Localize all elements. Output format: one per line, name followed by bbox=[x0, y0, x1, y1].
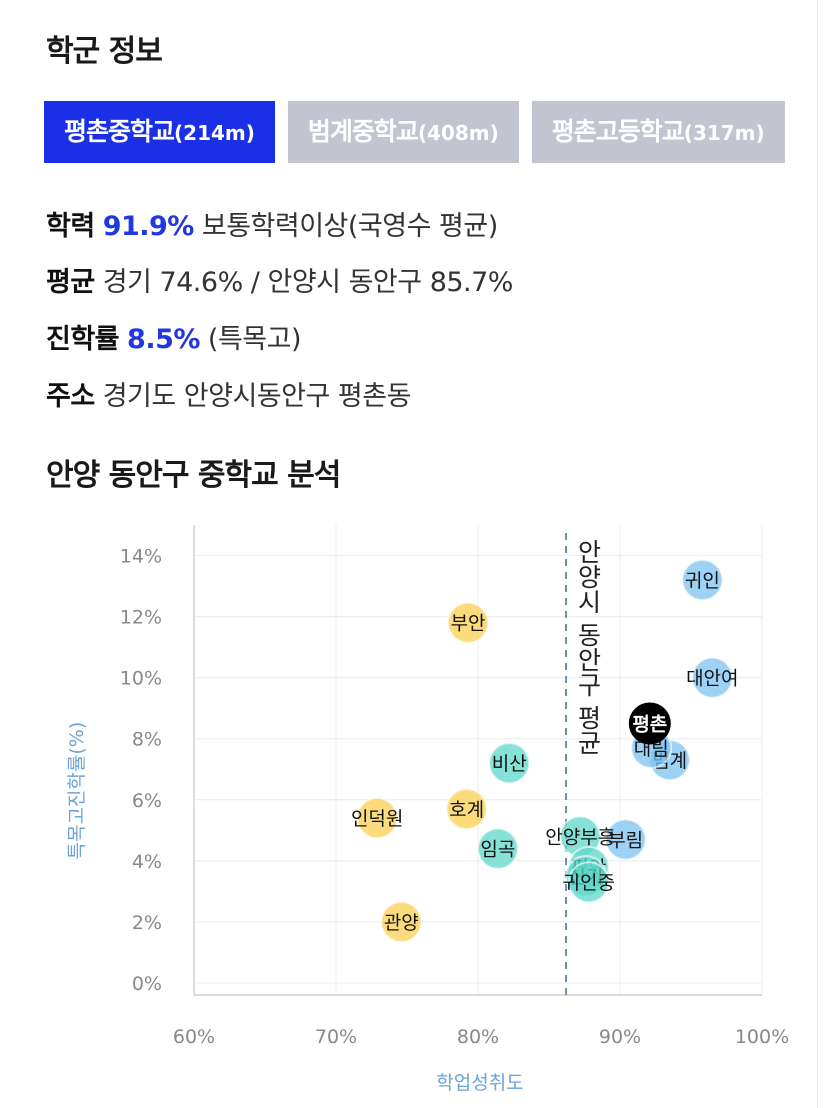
x-tick-label: 70% bbox=[315, 1026, 357, 1048]
y-tick-label: 0% bbox=[132, 973, 162, 995]
address-text: 경기도 안양시동안구 평촌동 bbox=[102, 381, 412, 412]
info-achievement: 학력 91.9% 보통학력이상(국영수 평균) bbox=[46, 204, 498, 243]
data-point-label: 비산 bbox=[492, 753, 527, 775]
data-point bbox=[476, 827, 519, 870]
x-tick-label: 100% bbox=[735, 1026, 789, 1048]
tab-pyeongchon-middle[interactable]: 평촌중학교(214m) bbox=[44, 101, 275, 163]
reference-line-label: 안양시 동안구 평균 bbox=[574, 539, 603, 755]
data-point bbox=[447, 601, 490, 644]
achievement-value: 91.9% bbox=[102, 211, 195, 242]
y-tick-label: 10% bbox=[120, 668, 162, 690]
y-tick-label: 2% bbox=[132, 912, 162, 934]
data-point-label: 귀인 bbox=[685, 570, 720, 592]
average-label: 평균 bbox=[46, 267, 95, 298]
tab-name: 범계중학교 bbox=[307, 117, 419, 146]
data-point-label: 관양 bbox=[384, 912, 419, 934]
data-point-label: 부안 bbox=[451, 613, 486, 635]
data-point bbox=[604, 818, 647, 861]
data-point bbox=[691, 656, 734, 699]
data-point-label: 귀인중 bbox=[563, 872, 615, 894]
data-point bbox=[356, 797, 399, 840]
data-point-label: 임곡 bbox=[480, 839, 515, 861]
y-tick-label: 8% bbox=[132, 729, 162, 751]
tab-distance: (317m) bbox=[683, 121, 765, 145]
info-address: 주소 경기도 안양시동안구 평촌동 bbox=[46, 374, 411, 413]
data-point-label: 인덕원 bbox=[351, 808, 403, 830]
info-average: 평균 경기 74.6% / 안양시 동안구 85.7% bbox=[46, 260, 513, 299]
scatter-chart: 0% 2% 4% 6% 8% 10% 12% 14% 60% 70% 80% 90% 100% 학업성취도… bbox=[66, 525, 789, 1094]
y-tick-label: 6% bbox=[132, 790, 162, 812]
achievement-text: 보통학력이상(국영수 평균) bbox=[201, 211, 498, 242]
right-border bbox=[817, 0, 818, 1108]
admission-text: (특목고) bbox=[207, 324, 302, 355]
tab-pyeongchon-high[interactable]: 평촌고등학교(317m) bbox=[531, 101, 785, 163]
x-axis-title: 학업성취도 bbox=[436, 1072, 523, 1094]
data-point-label: 평촌 bbox=[632, 713, 667, 735]
data-point-label: 부림 bbox=[608, 829, 643, 851]
data-point bbox=[488, 742, 531, 785]
y-tick-label: 12% bbox=[120, 607, 162, 629]
data-point-label: 대림 bbox=[634, 738, 669, 760]
admission-label: 진학률 bbox=[46, 324, 120, 355]
average-text: 경기 74.6% / 안양시 동안구 85.7% bbox=[102, 267, 514, 298]
data-point-label: 대안여 bbox=[686, 668, 738, 690]
data-point bbox=[380, 900, 423, 943]
data-point-label: 안양부흥 bbox=[545, 826, 615, 848]
section-title-analysis: 안양 동안구 중학교 분석 bbox=[46, 458, 341, 493]
tab-name: 평촌중학교 bbox=[64, 117, 175, 146]
tab-distance: (214m) bbox=[174, 121, 255, 145]
y-axis-title: 특목고진학률(%) bbox=[66, 722, 88, 860]
data-point bbox=[567, 861, 610, 904]
info-admission: 진학률 8.5% (특목고) bbox=[46, 317, 302, 356]
x-tick-label: 60% bbox=[173, 1026, 215, 1048]
x-tick-label: 90% bbox=[599, 1026, 641, 1048]
section-title-school-info: 학군 정보 bbox=[46, 34, 163, 69]
admission-value: 8.5% bbox=[127, 324, 200, 355]
y-tick-label: 14% bbox=[120, 546, 162, 568]
tab-distance: (408m) bbox=[417, 121, 499, 145]
tab-beomgye-middle[interactable]: 범계중학교(408m) bbox=[287, 101, 519, 163]
x-tick-label: 80% bbox=[457, 1026, 499, 1048]
school-tabs: 평촌중학교(214m) 범계중학교(408m) 평촌고등학교(317m) bbox=[44, 101, 797, 163]
tab-name: 평촌고등학교 bbox=[551, 117, 685, 146]
achievement-label: 학력 bbox=[46, 211, 95, 242]
data-point bbox=[681, 558, 724, 601]
address-label: 주소 bbox=[46, 381, 95, 412]
data-point bbox=[445, 787, 488, 830]
data-point bbox=[628, 702, 671, 745]
y-tick-label: 4% bbox=[132, 851, 162, 873]
data-point-label: 호계 bbox=[449, 799, 484, 821]
